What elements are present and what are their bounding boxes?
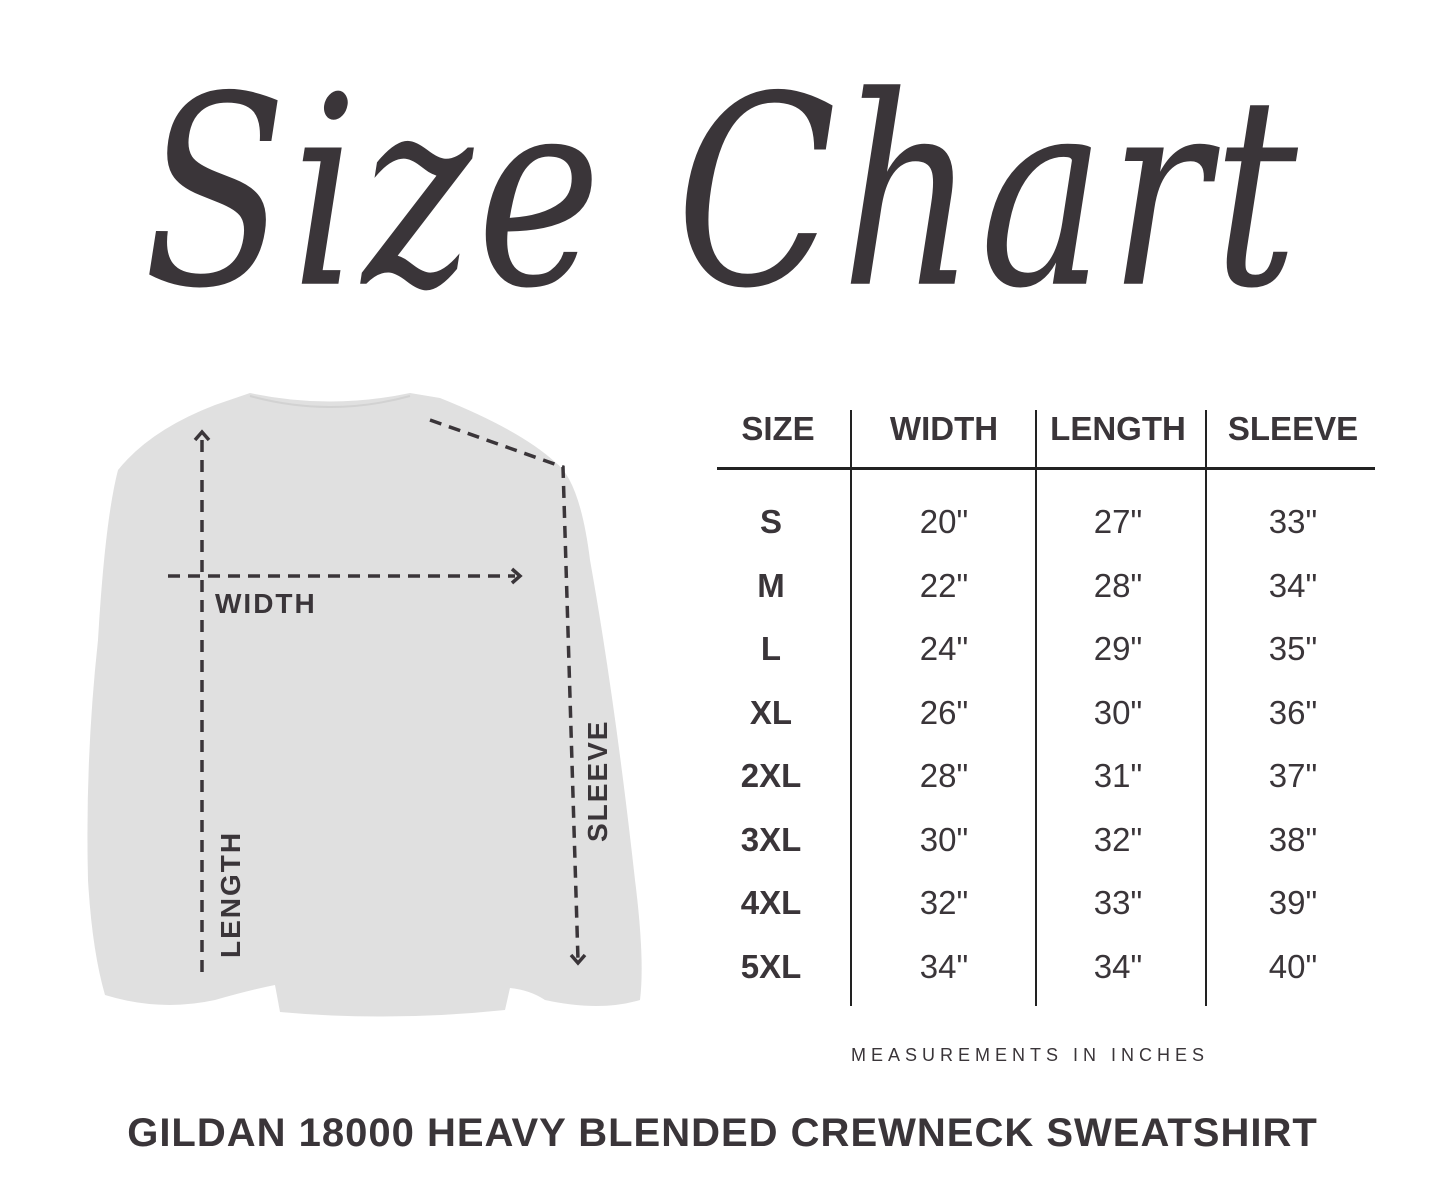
- sweatshirt-diagram: WIDTH LENGTH SLEEVE: [87, 393, 642, 1017]
- size-cell: 4XL: [740, 884, 802, 921]
- sleeve-cell: 39": [1268, 884, 1318, 921]
- width-cell: 32": [919, 884, 969, 921]
- size-cell: 5XL: [740, 947, 802, 985]
- sleeve-label: SLEEVE: [582, 720, 613, 842]
- size-chart-title: Size Chart: [143, 40, 1302, 347]
- sleeve-cell: 35": [1268, 630, 1318, 667]
- sleeve-cell: 36": [1268, 693, 1318, 731]
- sleeve-cell: 34": [1268, 566, 1318, 604]
- arrowhead-width: [510, 567, 523, 585]
- column-divider: [850, 410, 852, 1006]
- size-cell: 2XL: [740, 757, 802, 794]
- header-size: SIZE: [741, 410, 815, 447]
- collar-rib: [249, 395, 411, 408]
- size-cell: L: [760, 630, 782, 667]
- size-cell: S: [759, 503, 782, 540]
- width-cell: 24": [919, 630, 969, 667]
- header-divider: [717, 467, 1375, 470]
- sleeve-cell: 37": [1268, 757, 1318, 794]
- width-cell: 30": [919, 820, 969, 858]
- length-cell: 34": [1093, 947, 1143, 985]
- sleeve-cell: 33": [1268, 503, 1318, 540]
- length-cell: 27": [1093, 503, 1143, 540]
- size-cell: M: [757, 566, 785, 604]
- column-divider: [1205, 410, 1207, 1006]
- sleeve-cell: 40": [1268, 947, 1318, 985]
- arrowhead-length: [193, 429, 211, 442]
- product-name: GILDAN 18000 HEAVY BLENDED CREWNECK SWEA…: [127, 1111, 1318, 1155]
- length-cell: 28": [1093, 566, 1143, 604]
- header-length: LENGTH: [1050, 410, 1186, 447]
- length-cell: 29": [1093, 630, 1143, 667]
- size-cell: 3XL: [740, 820, 802, 858]
- width-cell: 34": [919, 947, 969, 985]
- width-cell: 28": [919, 757, 969, 794]
- width-cell: 22": [919, 566, 969, 604]
- sleeve-arrow: [429, 418, 580, 961]
- sleeve-cell: 38": [1268, 820, 1318, 858]
- length-cell: 32": [1093, 820, 1143, 858]
- column-divider: [1035, 410, 1037, 1006]
- length-label: LENGTH: [215, 831, 246, 958]
- length-cell: 31": [1093, 757, 1143, 794]
- length-cell: 30": [1093, 693, 1143, 731]
- width-cell: 26": [919, 693, 969, 731]
- sweatshirt-shape: [87, 393, 642, 1017]
- arrowhead-sleeve: [569, 953, 587, 966]
- width-label: WIDTH: [215, 588, 317, 619]
- header-sleeve: SLEEVE: [1227, 410, 1359, 447]
- size-cell: XL: [749, 693, 793, 731]
- width-cell: 20": [919, 503, 969, 540]
- measurements-note: MEASUREMENTS IN INCHES: [850, 1045, 1210, 1065]
- header-width: WIDTH: [889, 410, 999, 447]
- length-cell: 33": [1093, 884, 1143, 921]
